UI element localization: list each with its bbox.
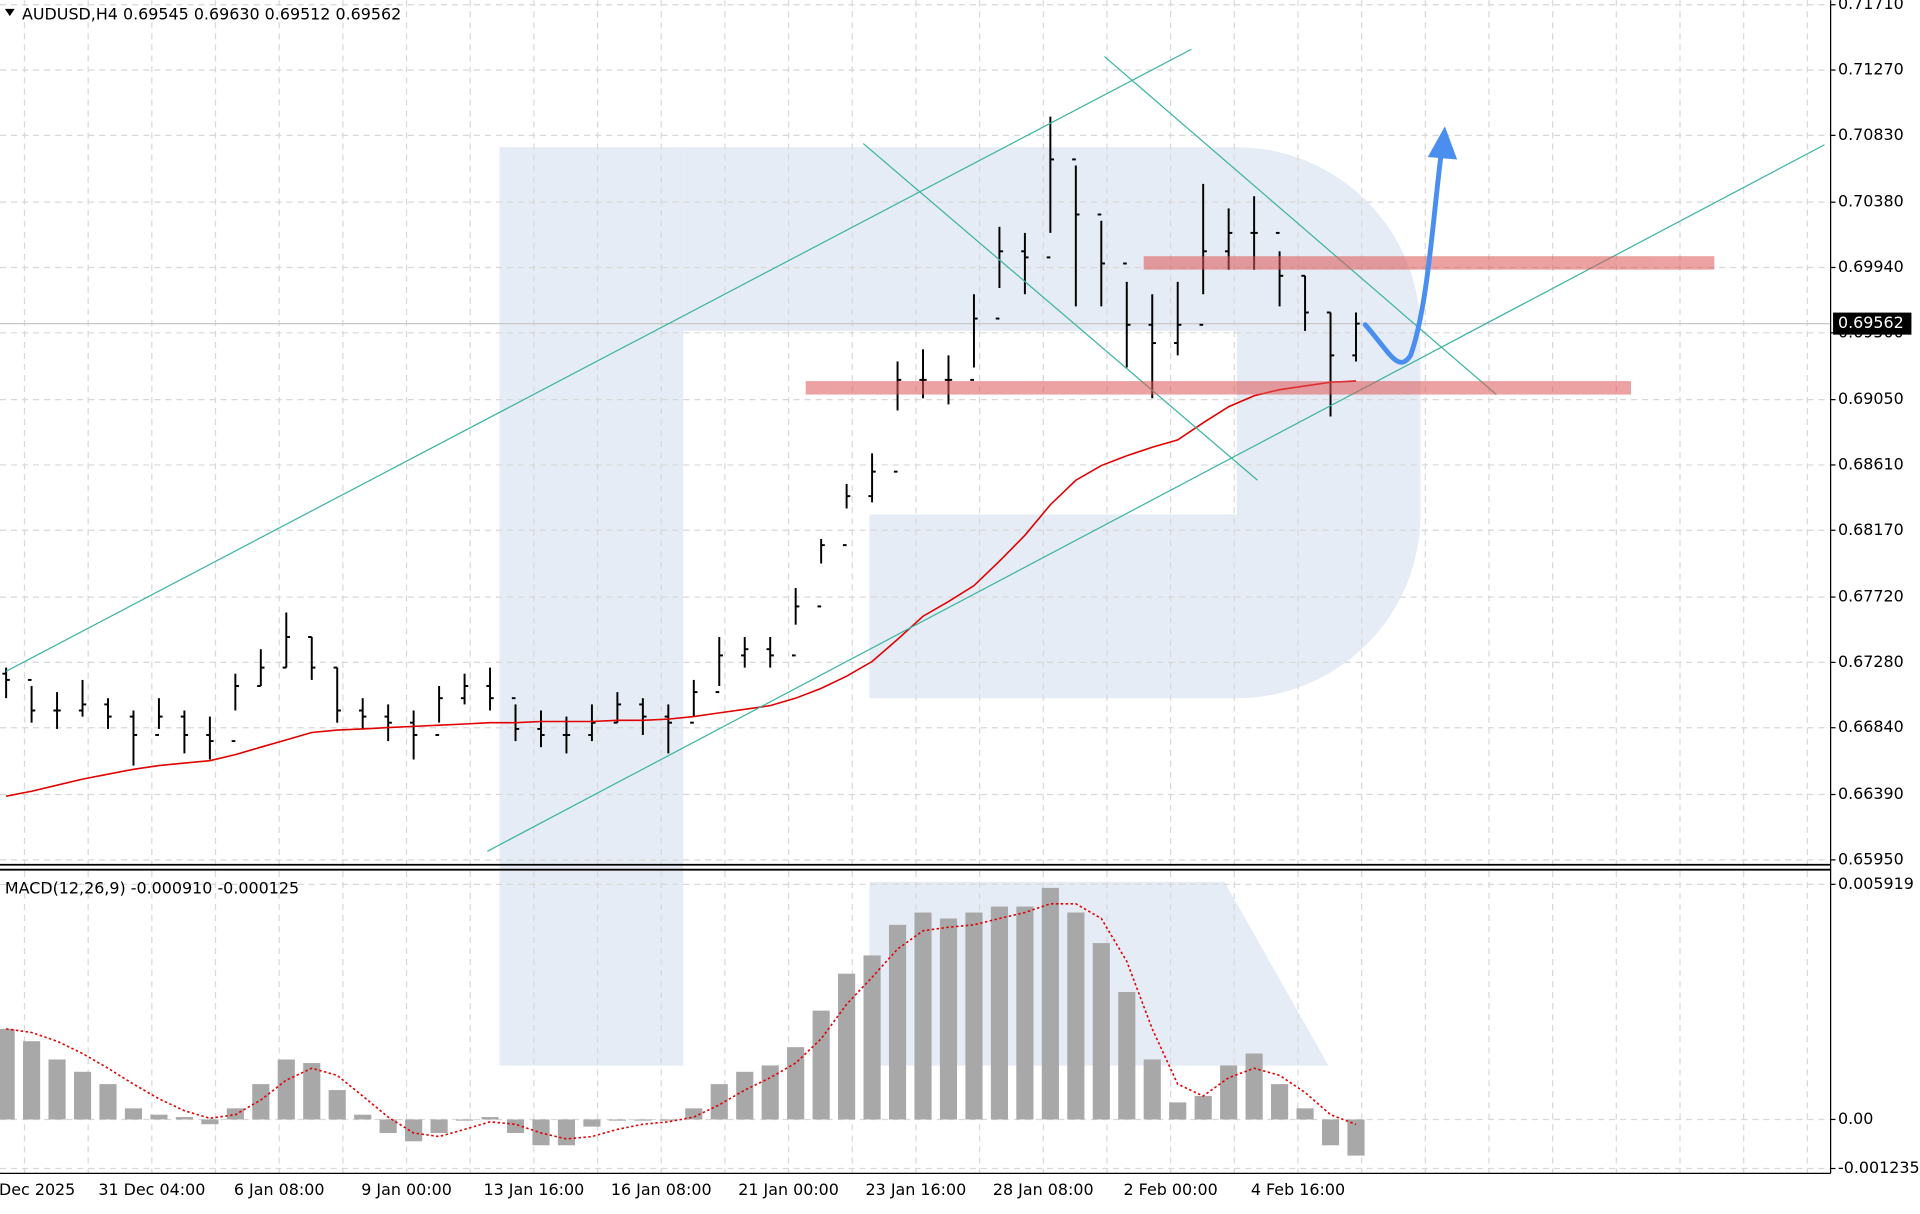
histogram-bar	[812, 1010, 830, 1120]
histogram-bar	[863, 955, 881, 1120]
x-tick-label: 16 Jan 08:00	[611, 1180, 712, 1199]
forecast-arrow	[1362, 126, 1458, 365]
histogram-bar	[1296, 1108, 1314, 1120]
collapse-icon[interactable]	[4, 8, 15, 17]
histogram-bar	[1118, 991, 1136, 1120]
x-tick-label: 31 Dec 04:00	[98, 1180, 205, 1199]
histogram-bar	[1347, 1119, 1365, 1156]
histogram-bar	[124, 1108, 143, 1120]
histogram-bar	[634, 1119, 652, 1121]
y-tick-label: 0.71710	[1838, 0, 1904, 13]
y-tick-label: 0.68610	[1838, 454, 1904, 473]
histogram-bar	[888, 924, 907, 1120]
histogram-bar	[1271, 1084, 1289, 1120]
histogram-bar	[481, 1117, 499, 1120]
x-tick-label: 28 Jan 08:00	[993, 1180, 1094, 1199]
x-tick-label: 6 Jan 08:00	[234, 1180, 325, 1199]
grid	[0, 0, 1831, 1174]
histogram-bar	[939, 918, 958, 1120]
histogram-bar	[201, 1119, 219, 1125]
y-tick-label: 0.69940	[1838, 257, 1904, 276]
histogram-bar	[557, 1119, 576, 1146]
histogram-bar	[506, 1119, 525, 1133]
chart-title: AUDUSD,H4 0.69545 0.69630 0.69512 0.6956…	[22, 4, 401, 23]
histogram-bar	[1092, 943, 1110, 1120]
y-tick-label: 0.005919	[1838, 874, 1914, 893]
y-tick-label: -0.001235	[1838, 1158, 1920, 1177]
y-tick-label: 0.69050	[1838, 389, 1904, 408]
histogram-bar	[1220, 1065, 1238, 1120]
price-label-box	[1833, 312, 1912, 335]
histogram-bar	[1041, 887, 1059, 1120]
histogram-bar	[252, 1084, 270, 1120]
histogram-bar	[608, 1119, 626, 1121]
x-tick-label: 21 Jan 00:00	[738, 1180, 839, 1199]
histogram-bar	[1321, 1119, 1340, 1146]
y-tick-label: 0.70830	[1838, 125, 1904, 144]
histogram-bar	[659, 1119, 677, 1121]
y-tick-label: 0.71270	[1838, 60, 1904, 79]
y-tick-label: 0.00	[1838, 1109, 1873, 1128]
x-tick-label: 2 Feb 00:00	[1123, 1180, 1217, 1199]
histogram-bar	[685, 1108, 703, 1120]
marks	[0, 116, 1365, 1156]
histogram-bar	[99, 1084, 117, 1120]
histogram-bar	[277, 1059, 295, 1120]
moving-average	[5, 380, 1357, 797]
histogram-bar	[354, 1114, 372, 1120]
histogram-bar	[430, 1119, 448, 1133]
histogram-bar	[990, 906, 1008, 1120]
y-tick-label: 0.70380	[1838, 192, 1904, 211]
histogram-bar	[379, 1119, 397, 1133]
histogram-bar	[23, 1041, 41, 1120]
y-tick-label: 0.68170	[1838, 520, 1904, 539]
x-tick-label: 13 Jan 16:00	[484, 1180, 585, 1199]
histogram-bar	[736, 1071, 754, 1120]
y-tick-label: 0.66390	[1838, 784, 1904, 803]
watermark	[499, 147, 1421, 1066]
y-tick-label: 0.67280	[1838, 652, 1904, 671]
histogram-bar	[0, 1028, 15, 1120]
histogram-bar	[456, 1119, 474, 1121]
y-tick-label: 0.66840	[1838, 717, 1904, 736]
histogram-bar	[405, 1119, 423, 1142]
x-tick-label: 4 Feb 16:00	[1251, 1180, 1345, 1199]
x-tick-label: 9 Jan 00:00	[361, 1180, 452, 1199]
price-label: 0.69562	[1838, 313, 1904, 332]
histogram-bar	[710, 1084, 728, 1120]
y-tick-label: 0.67720	[1838, 587, 1904, 606]
histogram-bar	[1143, 1059, 1161, 1120]
histogram-bar	[73, 1071, 92, 1120]
histogram-bar	[787, 1047, 805, 1120]
histogram-bar	[1067, 912, 1085, 1120]
histogram-bar	[914, 912, 932, 1120]
histogram-bar	[48, 1059, 66, 1120]
histogram-bar	[1245, 1053, 1263, 1120]
histogram-bar	[838, 973, 856, 1120]
y-tick-label: 0.65950	[1838, 849, 1904, 868]
x-tick-label: 26 Dec 2025	[0, 1180, 75, 1199]
histogram-bar	[150, 1114, 168, 1120]
histogram-bar	[965, 912, 983, 1120]
histogram-bar	[303, 1063, 321, 1120]
x-tick-label: 23 Jan 16:00	[866, 1180, 967, 1199]
histogram-bar	[1016, 906, 1034, 1120]
histogram-bar	[1169, 1102, 1187, 1120]
histogram-bar	[583, 1119, 601, 1127]
histogram-bar	[175, 1117, 193, 1120]
indicator-title: MACD(12,26,9) -0.000910 -0.000125	[5, 879, 299, 898]
frame	[0, 0, 1832, 1174]
histogram-bar	[328, 1090, 346, 1120]
signal-line	[6, 902, 1357, 1140]
histogram-bar	[1194, 1096, 1212, 1120]
histogram-bar	[761, 1065, 779, 1120]
